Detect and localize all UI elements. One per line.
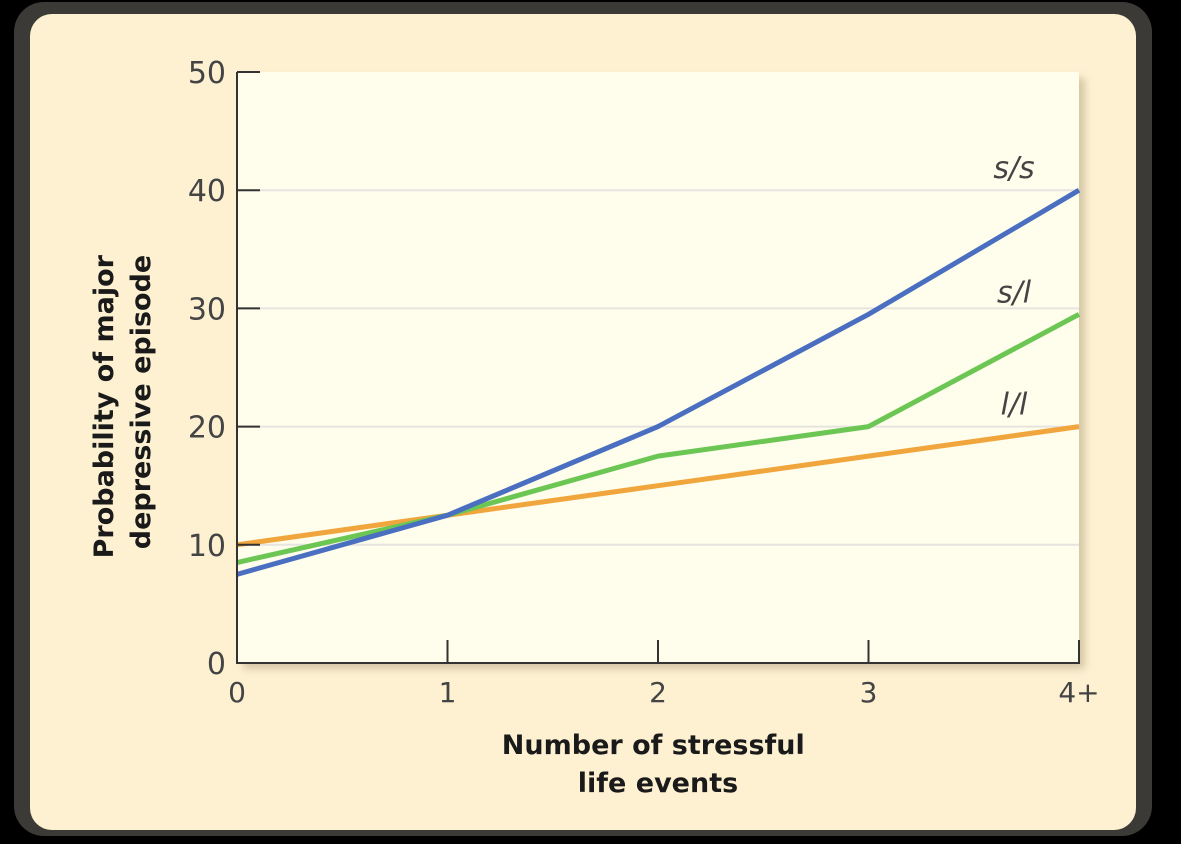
series-label-s-s: s/s [993,151,1034,186]
plot-area [237,72,1079,663]
series-labels: s/s s/l l/l [993,151,1034,422]
series-lines [236,188,1081,577]
gridlines [237,189,1079,546]
x-tick-label-4: 4+ [1058,676,1099,709]
y-tick-label-40: 40 [188,174,226,209]
x-tick-label-3: 3 [860,676,878,709]
y-axis-title-line-1: Probability of major [89,254,120,558]
x-tick-label-0: 0 [228,676,246,709]
y-tick-label-0: 0 [207,647,226,682]
y-tick-label-30: 30 [188,292,226,327]
y-tick-label-50: 50 [188,56,226,91]
series-label-s-l: s/l [997,275,1032,310]
y-axis-title-line-2: depressive episode [126,255,157,549]
y-axis-title: Probability of major depressive episode [89,246,157,559]
x-tick-label-2: 2 [649,676,667,709]
series-label-l-l: l/l [1001,388,1028,423]
series-line-s-l [236,312,1081,565]
series-line-l-l [236,424,1080,548]
y-tick-label-10: 10 [188,529,226,564]
y-tick-label-20: 20 [188,411,226,446]
x-axis-title-line-1: Number of stressful [502,730,805,761]
x-axis-title: Number of stressful life events [502,730,814,799]
x-tick-label-1: 1 [439,676,457,709]
y-tick-labels: 0 10 20 30 40 50 [188,56,260,682]
x-axis-title-line-2: life events [578,768,738,799]
series-line-s-s [236,188,1081,577]
x-tick-labels: 0 1 2 3 4+ [228,640,1100,709]
